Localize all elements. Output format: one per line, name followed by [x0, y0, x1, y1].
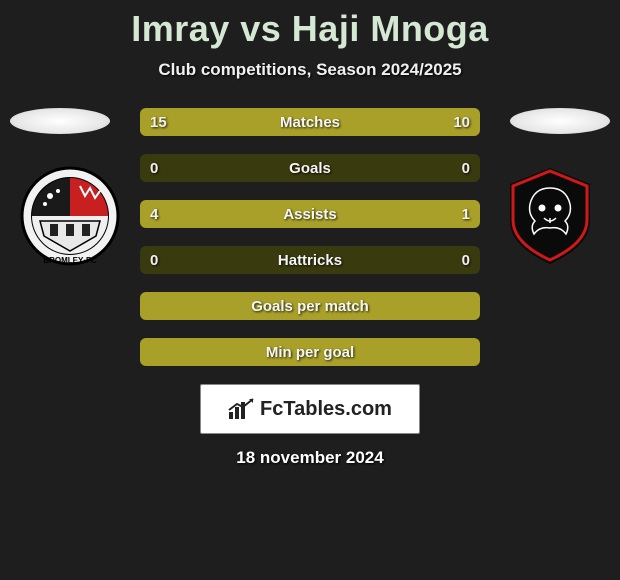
stat-label: Goals	[140, 154, 480, 182]
bromley-crest-icon: BROMLEY·FC	[20, 166, 120, 266]
stat-row: Matches15 10	[140, 108, 480, 136]
salford-crest-icon	[500, 166, 600, 266]
date-text: 18 november 2024	[0, 448, 620, 468]
stat-value-left: 4	[140, 200, 168, 228]
stat-value-left: 15	[140, 108, 177, 136]
stats-bars: Matches1510Goals00Assists41Hattricks00Go…	[140, 108, 480, 366]
player-left-placeholder	[10, 108, 110, 134]
stat-row: Min per goal	[140, 338, 480, 366]
page-title: Imray vs Haji Mnoga	[0, 0, 620, 50]
stat-row: Hattricks0 0	[140, 246, 480, 274]
stat-label: Goals per match	[140, 292, 480, 320]
stat-value-left: 0	[140, 154, 168, 182]
club-badge-left: BROMLEY·FC	[20, 166, 120, 266]
stat-row: Goals per match	[140, 292, 480, 320]
stat-value-right: 0	[452, 246, 480, 274]
stat-value-right: 1	[452, 200, 480, 228]
stat-label: Hattricks	[140, 246, 480, 274]
stat-label: Min per goal	[140, 338, 480, 366]
stat-label: Matches	[140, 108, 480, 136]
stat-row: Goals0 0	[140, 154, 480, 182]
subtitle: Club competitions, Season 2024/2025	[0, 60, 620, 80]
svg-text:BROMLEY·FC: BROMLEY·FC	[43, 256, 97, 265]
stat-label: Assists	[140, 200, 480, 228]
player-right-placeholder	[510, 108, 610, 134]
stat-row: Assists4 1	[140, 200, 480, 228]
footer-brand-text: FcTables.com	[260, 398, 392, 421]
stat-value-left: 0	[140, 246, 168, 274]
footer-brand-box: FcTables.com	[200, 384, 420, 434]
stat-value-right: 0	[452, 154, 480, 182]
comparison-area: BROMLEY·FC Matches1510Goals00Assists41Ha…	[0, 108, 620, 366]
club-badge-right	[500, 166, 600, 266]
stat-value-right: 10	[443, 108, 480, 136]
fctables-logo-icon	[228, 398, 254, 420]
